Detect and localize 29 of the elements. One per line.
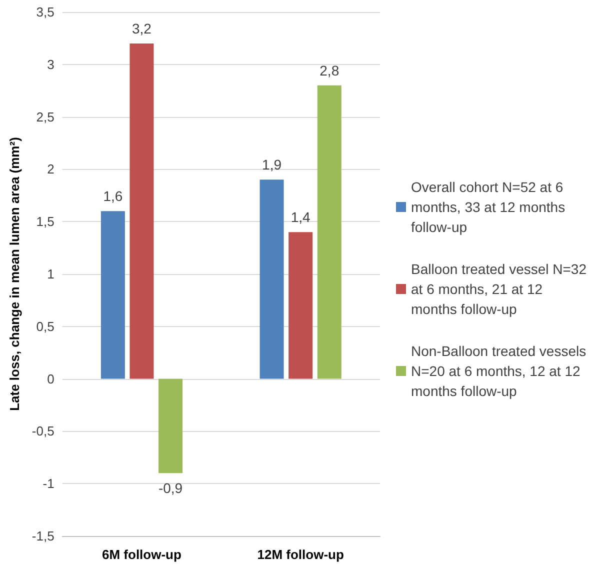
- bar: [317, 85, 342, 379]
- y-axis-title: Late loss, change in mean lumen area (mm²): [7, 137, 22, 411]
- y-tick-label: 1: [47, 266, 54, 282]
- data-label: -0,9: [158, 480, 183, 496]
- y-tick-label: 2: [47, 162, 54, 177]
- y-tick-label: 3,5: [36, 4, 54, 20]
- legend-label: Non-Balloon treated vessels N=20 at 6 months, 12 at 12 months follow-up: [411, 343, 590, 399]
- y-tick-label: 3: [47, 56, 54, 72]
- y-tick-label: 2,5: [36, 109, 54, 124]
- data-label: 1,4: [290, 209, 311, 226]
- y-tick-label: -1,5: [32, 528, 54, 544]
- bar: [100, 211, 125, 379]
- y-tick-label: -1: [42, 476, 54, 492]
- y-tick-label: 0,5: [36, 318, 54, 334]
- legend-label: Balloon treated vessel N=32 at 6 months, 21 at 12 months follow-up: [411, 261, 590, 317]
- bar: [158, 378, 183, 474]
- y-tick-label: -0,5: [32, 424, 54, 439]
- data-label: 3,2: [132, 20, 152, 36]
- data-label: 1,9: [262, 156, 282, 173]
- data-label: 1,6: [103, 188, 123, 204]
- legend-label: Overall cohort N=52 at 6 months, 33 at 12 months follow-up: [411, 179, 569, 235]
- y-tick-label: 0: [47, 371, 54, 386]
- bar: [288, 232, 313, 379]
- y-tick-label: 1,5: [36, 214, 54, 230]
- data-label: 2,8: [320, 62, 340, 78]
- bar: [260, 180, 284, 379]
- bar: [130, 43, 154, 379]
- x-tick-label: 6M follow-up: [102, 547, 182, 562]
- x-tick-label: 12M follow-up: [257, 547, 344, 562]
